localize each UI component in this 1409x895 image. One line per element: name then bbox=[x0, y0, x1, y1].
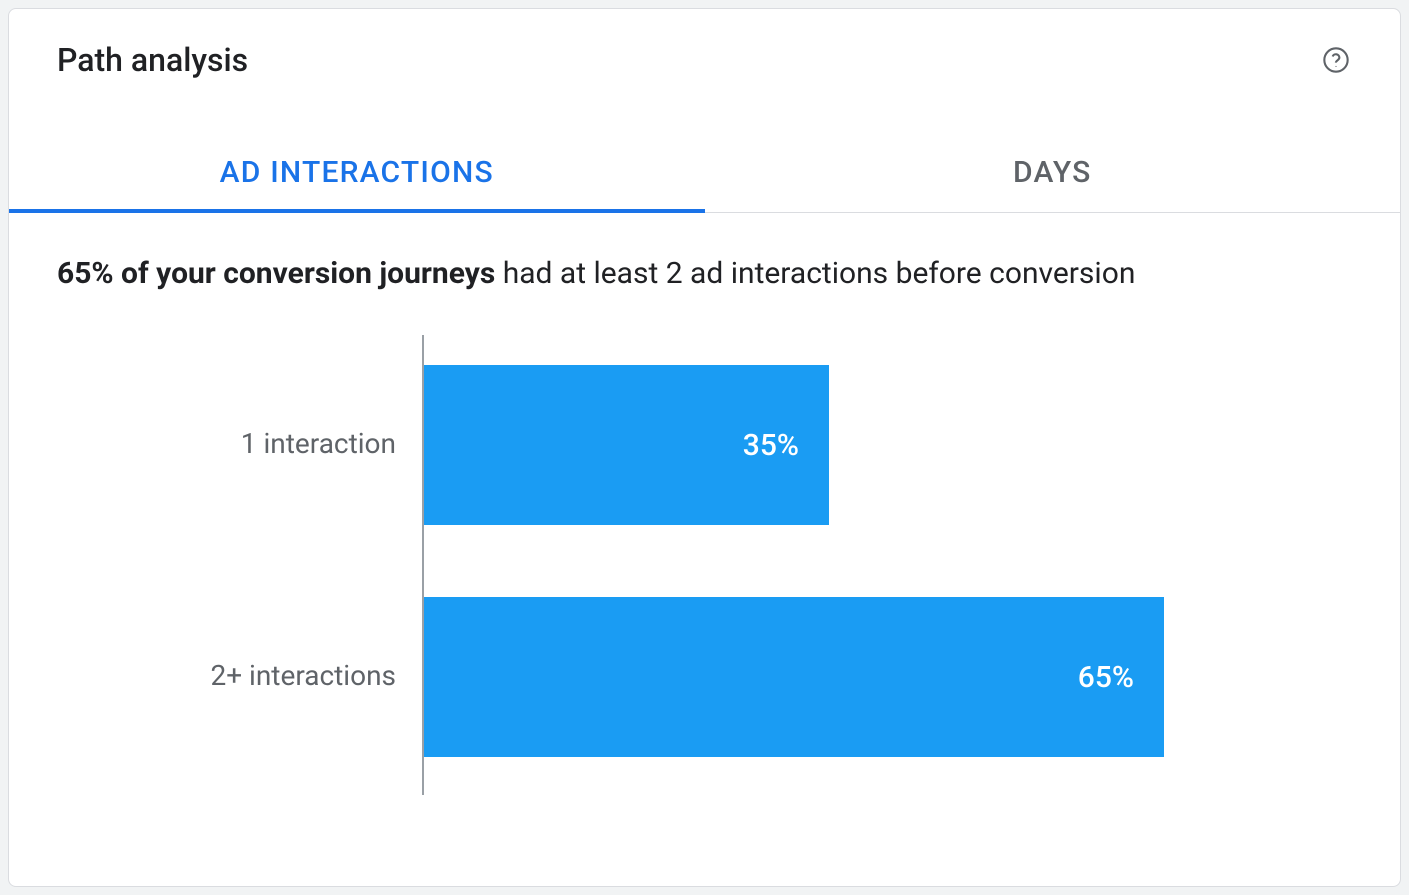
help-icon[interactable] bbox=[1320, 44, 1352, 76]
summary-text: 65% of your conversion journeys had at l… bbox=[9, 213, 1400, 295]
tabs: AD INTERACTIONS DAYS bbox=[9, 135, 1400, 213]
chart-container: 1 interaction 2+ interactions 35% 65% bbox=[57, 335, 1352, 795]
tab-days[interactable]: DAYS bbox=[705, 135, 1401, 212]
summary-rest: had at least 2 ad interactions before co… bbox=[495, 256, 1135, 291]
bar-0: 35% bbox=[424, 365, 829, 525]
bar-row-0: 35% bbox=[424, 365, 829, 525]
chart-bars-column: 35% 65% bbox=[424, 335, 1352, 795]
bar-label-1: 2+ interactions bbox=[210, 659, 396, 692]
bar-value-0: 35% bbox=[743, 428, 799, 463]
path-analysis-card: Path analysis AD INTERACTIONS DAYS 65% o… bbox=[8, 8, 1401, 887]
chart-labels-column: 1 interaction 2+ interactions bbox=[57, 335, 422, 795]
bar-row-1: 65% bbox=[424, 597, 1164, 757]
tab-ad-interactions[interactable]: AD INTERACTIONS bbox=[9, 135, 705, 212]
chart-area: 1 interaction 2+ interactions 35% 65% bbox=[9, 335, 1400, 795]
bar-1: 65% bbox=[424, 597, 1164, 757]
bar-value-1: 65% bbox=[1078, 660, 1134, 695]
card-header: Path analysis bbox=[9, 9, 1400, 79]
summary-bold: 65% of your conversion journeys bbox=[57, 256, 495, 291]
card-title: Path analysis bbox=[57, 41, 248, 79]
bar-label-0: 1 interaction bbox=[241, 427, 396, 460]
